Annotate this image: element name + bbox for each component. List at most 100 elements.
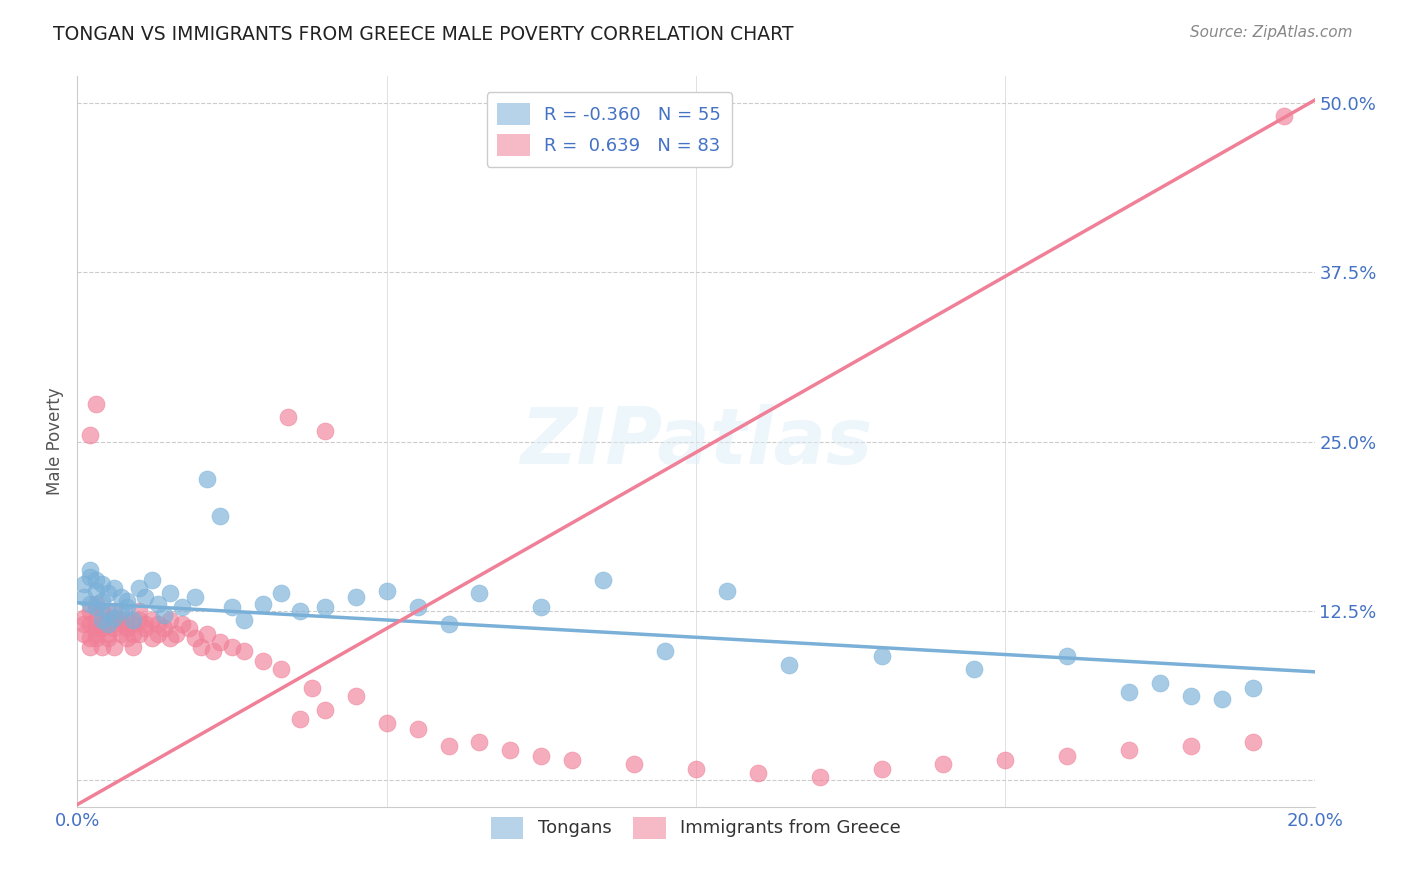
Point	[1149, 675, 1171, 690]
Point	[103, 622, 125, 636]
Point	[110, 613, 132, 627]
Point	[288, 712, 311, 726]
Point	[159, 613, 181, 627]
Point	[623, 756, 645, 771]
Point	[84, 631, 107, 645]
Point	[110, 604, 132, 618]
Point	[122, 640, 145, 655]
Point	[202, 644, 225, 658]
Text: ZIPatlas: ZIPatlas	[520, 403, 872, 480]
Point	[184, 631, 207, 645]
Point	[233, 644, 256, 658]
Point	[103, 581, 125, 595]
Point	[277, 410, 299, 425]
Point	[128, 613, 150, 627]
Point	[190, 640, 212, 655]
Point	[122, 627, 145, 641]
Point	[159, 631, 181, 645]
Point	[134, 622, 156, 636]
Point	[499, 743, 522, 757]
Point	[153, 622, 176, 636]
Point	[270, 586, 292, 600]
Point	[654, 644, 676, 658]
Point	[146, 627, 169, 641]
Point	[1118, 743, 1140, 757]
Point	[72, 576, 94, 591]
Point	[72, 627, 94, 641]
Y-axis label: Male Poverty: Male Poverty	[46, 388, 65, 495]
Point	[233, 613, 256, 627]
Point	[437, 617, 460, 632]
Point	[301, 681, 323, 695]
Point	[1211, 692, 1233, 706]
Point	[195, 473, 218, 487]
Point	[375, 716, 398, 731]
Point	[79, 631, 101, 645]
Point	[1056, 748, 1078, 763]
Text: Source: ZipAtlas.com: Source: ZipAtlas.com	[1189, 25, 1353, 40]
Point	[84, 599, 107, 614]
Point	[314, 599, 336, 614]
Point	[91, 604, 114, 618]
Point	[406, 599, 429, 614]
Point	[1056, 648, 1078, 663]
Point	[84, 627, 107, 641]
Point	[870, 762, 893, 776]
Point	[97, 617, 120, 632]
Point	[97, 586, 120, 600]
Point	[79, 604, 101, 618]
Point	[141, 631, 163, 645]
Point	[146, 597, 169, 611]
Point	[221, 599, 243, 614]
Point	[115, 599, 138, 614]
Point	[79, 597, 101, 611]
Point	[97, 631, 120, 645]
Point	[1241, 681, 1264, 695]
Point	[128, 581, 150, 595]
Point	[530, 599, 553, 614]
Point	[177, 622, 200, 636]
Point	[468, 735, 491, 749]
Point	[530, 748, 553, 763]
Point	[252, 654, 274, 668]
Point	[184, 591, 207, 605]
Point	[91, 613, 114, 627]
Point	[84, 622, 107, 636]
Point	[115, 622, 138, 636]
Point	[747, 766, 769, 780]
Point	[344, 591, 367, 605]
Point	[159, 586, 181, 600]
Point	[103, 640, 125, 655]
Point	[153, 607, 176, 622]
Point	[103, 610, 125, 624]
Point	[110, 591, 132, 605]
Point	[808, 771, 831, 785]
Point	[91, 640, 114, 655]
Point	[221, 640, 243, 655]
Point	[1180, 739, 1202, 754]
Point	[103, 604, 125, 618]
Point	[115, 631, 138, 645]
Point	[561, 753, 583, 767]
Point	[122, 613, 145, 627]
Point	[97, 613, 120, 627]
Point	[84, 573, 107, 587]
Point	[437, 739, 460, 754]
Legend: Tongans, Immigrants from Greece: Tongans, Immigrants from Greece	[484, 809, 908, 846]
Point	[91, 617, 114, 632]
Point	[91, 576, 114, 591]
Point	[141, 613, 163, 627]
Point	[375, 583, 398, 598]
Point	[72, 610, 94, 624]
Point	[344, 689, 367, 703]
Point	[84, 597, 107, 611]
Point	[79, 570, 101, 584]
Point	[778, 658, 800, 673]
Point	[134, 617, 156, 632]
Point	[79, 427, 101, 442]
Point	[91, 594, 114, 608]
Point	[208, 509, 231, 524]
Point	[592, 573, 614, 587]
Point	[1272, 110, 1295, 124]
Point	[1180, 689, 1202, 703]
